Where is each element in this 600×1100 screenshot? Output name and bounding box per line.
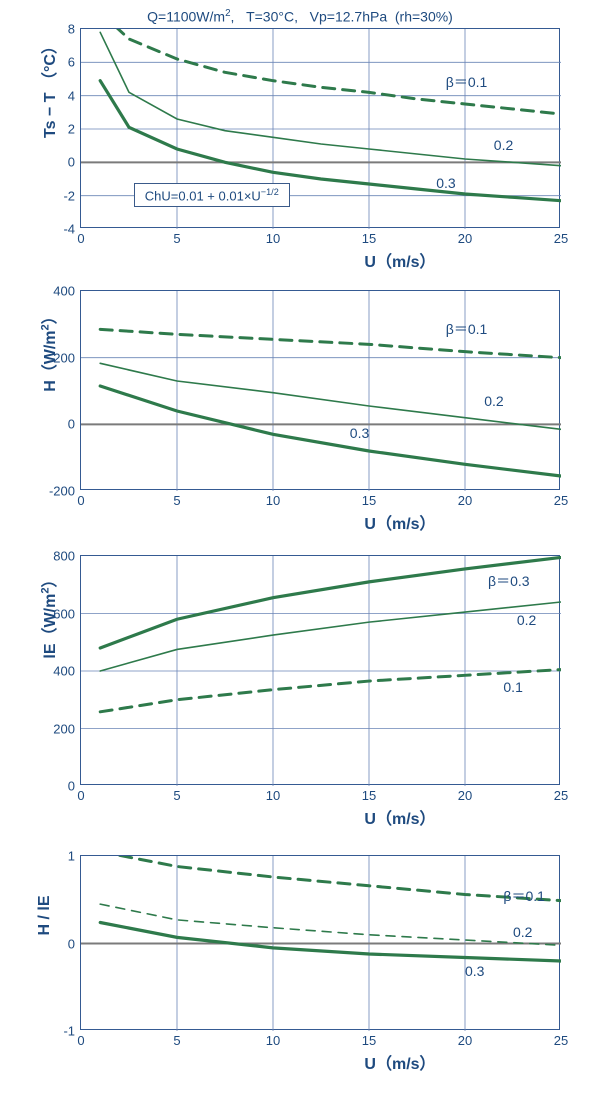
series-line — [100, 602, 561, 671]
series-label: 0.2 — [513, 924, 532, 940]
x-tick: 25 — [554, 493, 568, 508]
plot-area: 0510152025-2000200400β＝0.10.20.3 — [80, 290, 560, 490]
x-tick: 0 — [77, 231, 84, 246]
series-line — [100, 856, 561, 901]
series-label: β＝0.1 — [446, 72, 488, 92]
series-label: β＝0.1 — [446, 319, 488, 339]
x-tick: 10 — [266, 231, 280, 246]
series-label: 0.3 — [436, 175, 455, 191]
x-axis-label: U（m/s） — [300, 248, 500, 272]
x-axis-label: U（m/s） — [300, 805, 500, 829]
x-tick: 20 — [458, 1033, 472, 1048]
x-tick: 5 — [173, 788, 180, 803]
series-label: β＝0.1 — [503, 886, 545, 906]
series-line — [100, 923, 561, 962]
y-axis-label: lE（W/m2） — [36, 500, 60, 730]
y-axis-label: H / lE — [36, 828, 54, 1003]
x-tick: 15 — [362, 1033, 376, 1048]
x-tick: 0 — [77, 788, 84, 803]
chart2: 0510152025-2000200400β＝0.10.20.3U（m/s）H（… — [80, 290, 560, 490]
y-axis-label: H（W/m2） — [36, 250, 60, 450]
x-tick: 5 — [173, 1033, 180, 1048]
y-tick: 0 — [68, 155, 75, 170]
chart3: 05101520250200400600800β＝0.30.20.1U（m/s）… — [80, 555, 560, 785]
y-tick: -200 — [49, 484, 75, 499]
chart-svg — [81, 291, 561, 491]
x-axis-label: U（m/s） — [300, 510, 500, 534]
formula-box: ChU=0.01 + 0.01×U−1/2 — [134, 183, 290, 207]
x-tick: 25 — [554, 788, 568, 803]
y-tick: 2 — [68, 122, 75, 137]
y-tick: 0 — [68, 936, 75, 951]
x-tick: 5 — [173, 231, 180, 246]
x-tick: 20 — [458, 788, 472, 803]
chart-svg — [81, 856, 561, 1031]
x-tick: 15 — [362, 493, 376, 508]
series-line — [100, 904, 561, 945]
series-label: 0.3 — [465, 963, 484, 979]
x-tick: 25 — [554, 231, 568, 246]
x-tick: 0 — [77, 1033, 84, 1048]
y-axis-label: Ts − T （°C） — [36, 0, 60, 188]
y-tick: -2 — [63, 188, 75, 203]
chart4: 0510152025-101β＝0.10.20.3U（m/s）H / lE — [80, 855, 560, 1030]
x-tick: 10 — [266, 1033, 280, 1048]
series-label: 0.2 — [494, 137, 513, 153]
series-label: 0.2 — [484, 393, 503, 409]
x-tick: 20 — [458, 231, 472, 246]
x-tick: 5 — [173, 493, 180, 508]
y-tick: -1 — [63, 1024, 75, 1039]
x-tick: 20 — [458, 493, 472, 508]
series-line — [100, 29, 561, 114]
series-line — [100, 670, 561, 712]
x-tick: 15 — [362, 788, 376, 803]
y-tick: -4 — [63, 222, 75, 237]
y-tick: 8 — [68, 22, 75, 37]
chart1: 0510152025-4-202468β＝0.10.20.3ChU=0.01 +… — [80, 28, 560, 228]
series-label: β＝0.3 — [488, 571, 530, 591]
x-axis-label: U（m/s） — [300, 1050, 500, 1074]
series-line — [100, 329, 561, 357]
y-tick: 1 — [68, 849, 75, 864]
x-tick: 10 — [266, 788, 280, 803]
series-label: 0.1 — [503, 679, 522, 695]
y-tick: 6 — [68, 55, 75, 70]
series-label: 0.3 — [350, 425, 369, 441]
plot-area: 05101520250200400600800β＝0.30.20.1 — [80, 555, 560, 785]
x-tick: 25 — [554, 1033, 568, 1048]
y-tick: 0 — [68, 779, 75, 794]
page-title: Q=1100W/m2, T=30°C, Vp=12.7hPa (rh=30%) — [0, 8, 600, 25]
plot-area: 0510152025-4-202468β＝0.10.20.3ChU=0.01 +… — [80, 28, 560, 228]
x-tick: 0 — [77, 493, 84, 508]
series-label: 0.2 — [517, 612, 536, 628]
y-tick: 0 — [68, 417, 75, 432]
x-tick: 10 — [266, 493, 280, 508]
y-tick: 4 — [68, 88, 75, 103]
x-tick: 15 — [362, 231, 376, 246]
plot-area: 0510152025-101β＝0.10.20.3 — [80, 855, 560, 1030]
